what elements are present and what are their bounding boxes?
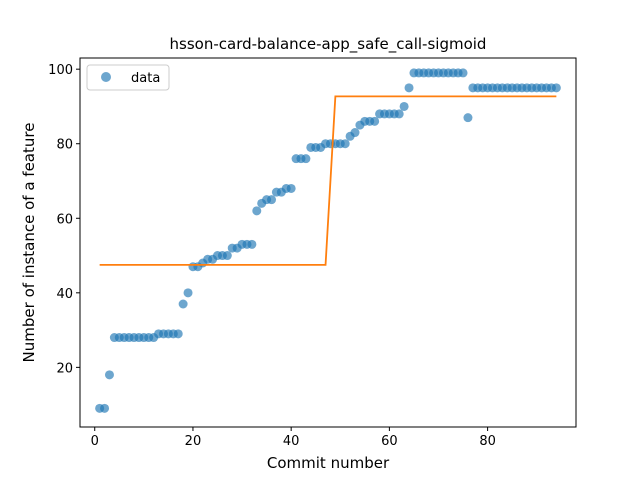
chart-title: hsson-card-balance-app_safe_call-sigmoid	[170, 35, 487, 54]
data-point	[173, 329, 183, 339]
data-point	[394, 109, 404, 119]
fit-line	[99, 95, 557, 266]
x-tick-label: 0	[91, 434, 99, 449]
data-point	[267, 195, 277, 205]
legend: data	[86, 64, 170, 91]
x-axis-label: Commit number	[267, 454, 390, 472]
data-point	[183, 288, 193, 298]
x-tick-label: 40	[283, 434, 300, 449]
data-point	[350, 128, 360, 138]
data-point	[104, 370, 114, 380]
y-tick-label: 40	[56, 287, 73, 302]
data-point	[551, 83, 561, 93]
legend-label: data	[131, 71, 160, 86]
y-tick-label: 80	[56, 138, 73, 153]
data-point	[463, 113, 473, 123]
x-tick-label: 20	[185, 434, 202, 449]
data-point	[247, 239, 257, 249]
plot-marks	[95, 68, 561, 413]
data-point	[370, 116, 380, 126]
data-point	[222, 251, 232, 261]
legend-box	[86, 64, 170, 91]
y-axis-label: Number of instance of a feature	[20, 123, 38, 363]
x-tick-label: 60	[381, 434, 398, 449]
x-axis: 0 20 40 60 80	[91, 427, 496, 449]
legend-marker	[101, 72, 111, 82]
plot-frame	[79, 57, 577, 428]
data-point	[404, 83, 414, 93]
data-point	[178, 299, 188, 309]
data-point	[340, 139, 350, 149]
y-tick-label: 20	[56, 361, 73, 376]
data-point	[458, 68, 468, 78]
data-point	[286, 183, 296, 193]
data-point	[301, 154, 311, 164]
y-tick-label: 100	[48, 63, 73, 78]
x-tick-label: 80	[479, 434, 496, 449]
y-axis: 20 40 60 80 100	[48, 63, 80, 376]
data-point	[399, 101, 409, 111]
data-point	[100, 403, 110, 413]
data-point	[252, 206, 262, 216]
y-tick-label: 60	[56, 212, 73, 227]
